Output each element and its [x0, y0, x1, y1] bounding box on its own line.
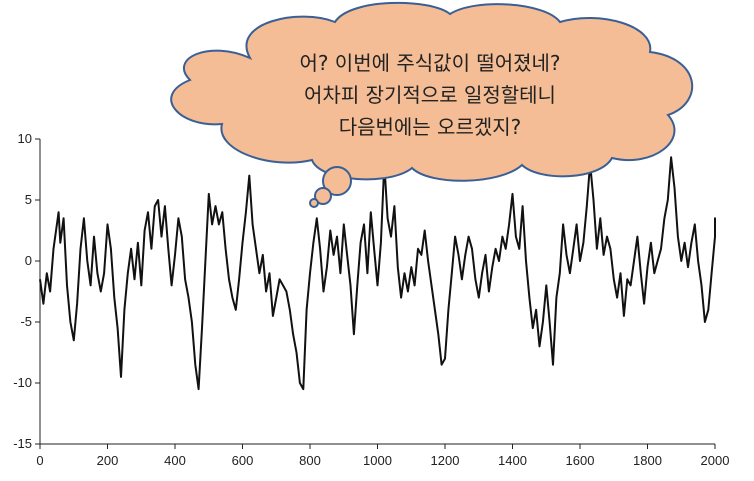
x-tick-label: 1000	[363, 453, 392, 468]
y-tick-label: 5	[25, 192, 32, 207]
y-tick-label: 10	[18, 131, 32, 146]
chart-axes	[35, 138, 716, 449]
y-tick-label: 0	[25, 253, 32, 268]
x-axis-ticks: 0 200 400 600 800 1000 1200 1400 1600 1800 2000	[36, 453, 729, 468]
series-line	[39, 156, 716, 391]
bubble-text-line-1: 어? 이번에 주식값이 떨어졌네?	[299, 51, 560, 75]
y-tick-label: -10	[13, 375, 32, 390]
x-tick-label: 600	[232, 453, 254, 468]
x-tick-label: 1600	[566, 453, 595, 468]
thought-bubble: 어? 이번에 주식값이 떨어졌네? 어차피 장기적으로 일정할테니 다음번에는 …	[170, 1, 694, 208]
x-tick-label: 400	[164, 453, 186, 468]
y-tick-label: -5	[20, 314, 32, 329]
x-tick-label: 0	[36, 453, 43, 468]
bubble-circle-small	[309, 198, 319, 208]
cloud-shape	[170, 1, 694, 182]
x-tick-label: 1200	[431, 453, 460, 468]
x-tick-label: 1800	[633, 453, 662, 468]
x-tick-label: 800	[299, 453, 321, 468]
x-tick-label: 2000	[701, 453, 730, 468]
x-tick-label: 1400	[498, 453, 527, 468]
bubble-text-line-2: 어차피 장기적으로 일정할테니	[304, 83, 556, 107]
x-tick-label: 200	[97, 453, 119, 468]
y-tick-label: -15	[13, 436, 32, 451]
bubble-circle-medium	[314, 187, 332, 205]
bubble-text-line-3: 다음번에는 오르겠지?	[339, 115, 522, 139]
bubble-circle-large	[322, 166, 352, 196]
y-axis-ticks: -15 -10 -5 0 5 10	[13, 131, 32, 451]
